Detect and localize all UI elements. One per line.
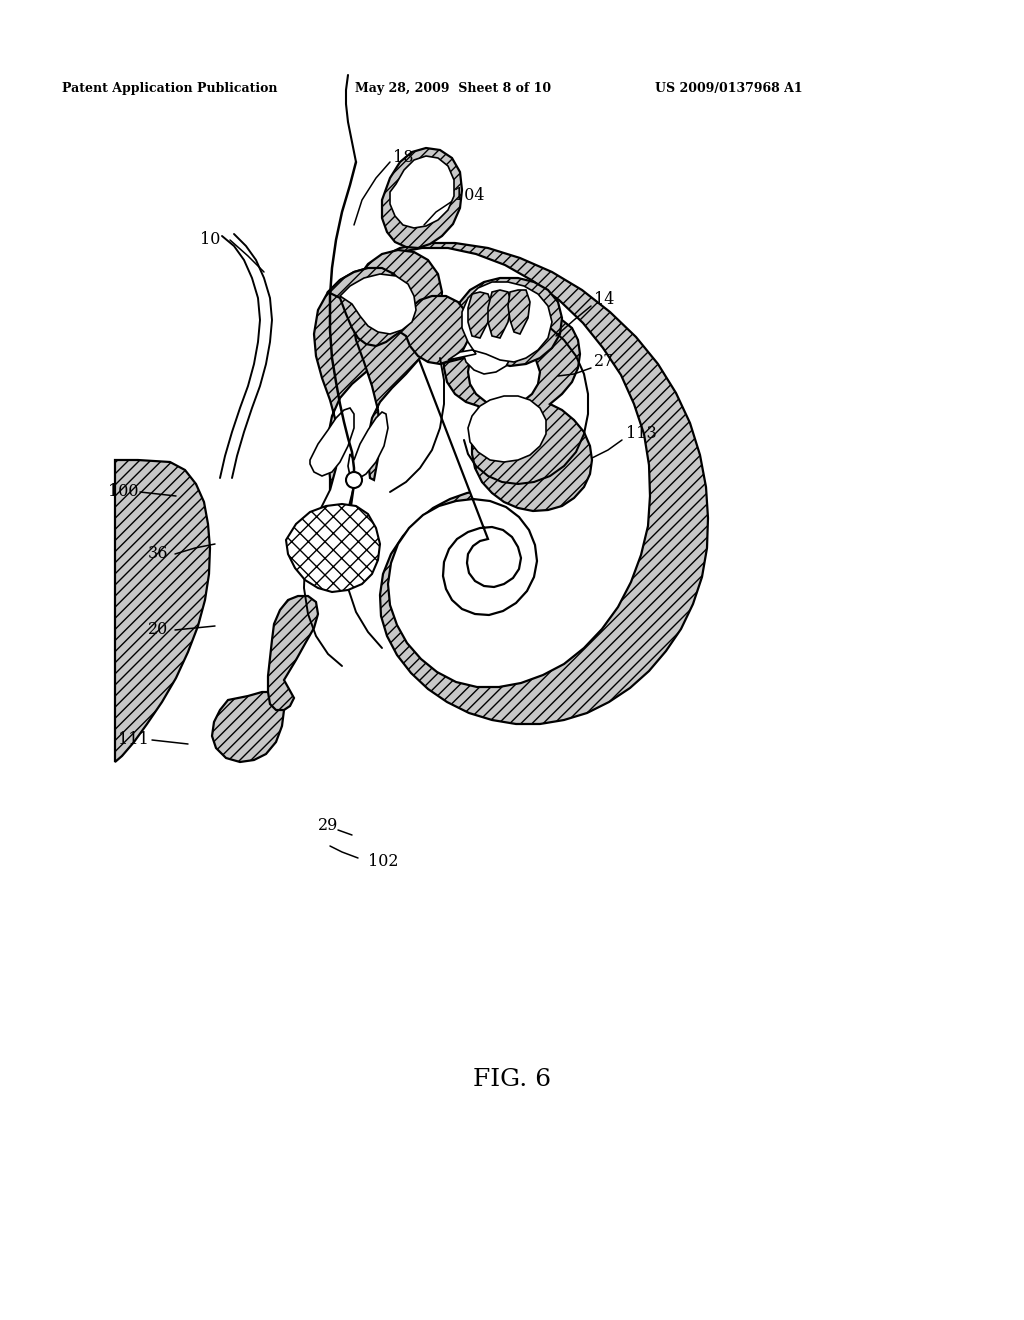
Polygon shape [382, 148, 462, 248]
Polygon shape [314, 268, 406, 490]
Polygon shape [286, 504, 380, 591]
Polygon shape [468, 396, 546, 462]
Polygon shape [440, 279, 562, 366]
Text: 29: 29 [318, 817, 338, 834]
Text: FIG. 6: FIG. 6 [473, 1068, 551, 1092]
Polygon shape [462, 322, 514, 374]
Text: 111: 111 [118, 731, 148, 748]
Text: 100: 100 [108, 483, 138, 500]
Polygon shape [380, 243, 708, 723]
Text: 36: 36 [148, 545, 169, 562]
Text: 14: 14 [594, 292, 614, 309]
Text: 113: 113 [626, 425, 656, 442]
Text: 104: 104 [454, 187, 484, 205]
Polygon shape [115, 459, 210, 762]
Polygon shape [468, 292, 492, 338]
Polygon shape [268, 597, 318, 710]
Polygon shape [508, 290, 530, 334]
Polygon shape [390, 156, 454, 228]
Polygon shape [328, 268, 470, 364]
Polygon shape [310, 408, 354, 477]
Polygon shape [348, 412, 388, 480]
Text: 27: 27 [594, 354, 614, 371]
Polygon shape [444, 315, 592, 511]
Text: 18: 18 [393, 149, 414, 166]
Text: May 28, 2009  Sheet 8 of 10: May 28, 2009 Sheet 8 of 10 [355, 82, 551, 95]
Polygon shape [352, 249, 442, 480]
Text: Patent Application Publication: Patent Application Publication [62, 82, 278, 95]
Polygon shape [212, 692, 284, 762]
Polygon shape [488, 290, 512, 338]
Text: 20: 20 [148, 622, 168, 639]
Circle shape [346, 473, 362, 488]
Text: 102: 102 [368, 854, 398, 870]
Text: US 2009/0137968 A1: US 2009/0137968 A1 [655, 82, 803, 95]
Text: 10: 10 [200, 231, 220, 248]
Polygon shape [449, 282, 552, 362]
Polygon shape [340, 275, 416, 334]
Polygon shape [380, 248, 650, 686]
